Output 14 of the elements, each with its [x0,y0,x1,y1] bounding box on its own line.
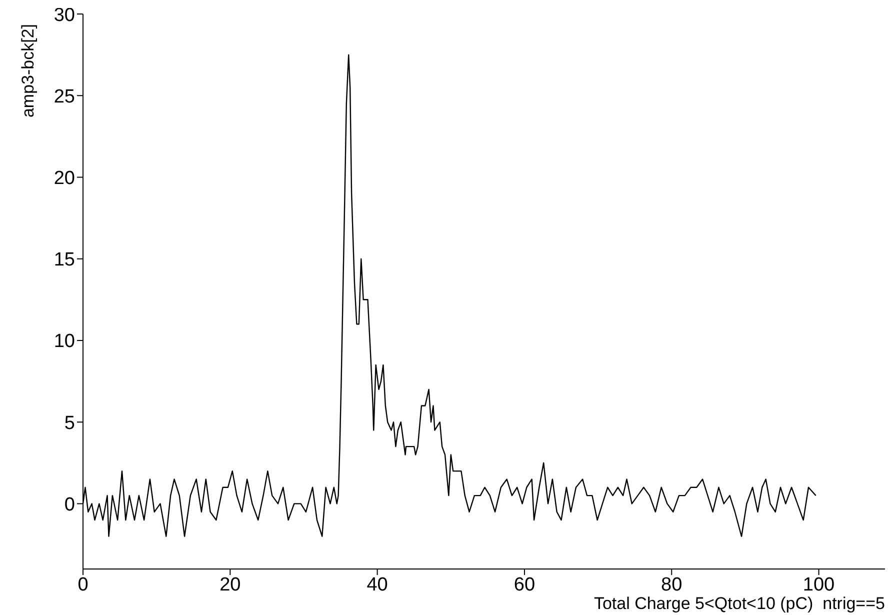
x-tick-label: 40 [366,574,388,596]
x-tick-label: 0 [78,574,88,596]
x-tick-label: 80 [661,574,682,596]
y-axis-title: amp3-bck[2] [18,24,38,118]
y-tick-label: 25 [54,86,75,108]
y-tick-label: 0 [64,494,75,516]
y-tick-label: 15 [54,250,75,271]
y-tick-label: 20 [54,168,75,189]
x-tick-label: 20 [220,574,241,596]
x-tick-label: 60 [514,574,536,596]
x-tick-label: 100 [802,574,835,596]
y-tick-label: 5 [64,412,75,434]
x-axis-title: Total Charge 5<Qtot<10 (pC) ntrig==5 [594,594,885,613]
y-tick-label: 10 [54,331,75,352]
